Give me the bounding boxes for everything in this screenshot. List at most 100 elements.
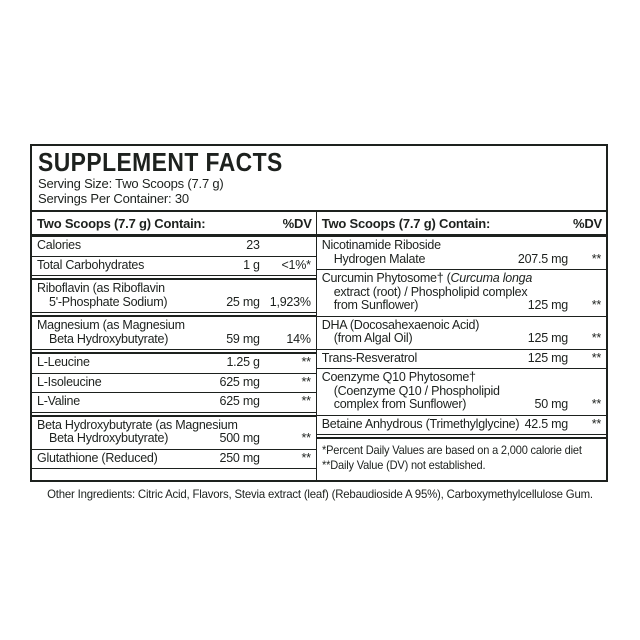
nutrient-name-line: from Sunflower): [333, 298, 419, 312]
row-divider: [32, 411, 316, 417]
nutrient-dv: **: [591, 416, 601, 431]
nutrient-amount: 1 g: [243, 257, 260, 272]
nutrient-name-line: Total Carbohydrates: [37, 257, 145, 272]
nutrient-name: Beta Hydroxybutyrate (as Magnesium Beta H…: [37, 417, 312, 446]
row-divider: [32, 275, 316, 280]
nutrient-name: Nicotinamide Riboside Hydrogen Malate: [321, 238, 602, 266]
dv-header-label: %DV: [572, 216, 602, 231]
row-divider: [316, 368, 606, 369]
right-column: Two Scoops (7.7 g) Contain: %DV Nicotina…: [316, 212, 606, 480]
nutrient-row: Nicotinamide Riboside Hydrogen Malate 207.…: [317, 237, 606, 269]
dv-header-label: %DV: [282, 216, 312, 231]
nutrient-amount: 1.25 g: [226, 355, 260, 369]
footnote-line: **Daily Value (DV) not established.: [321, 458, 486, 472]
column-header-rule: [32, 234, 316, 237]
nutrient-name: L-Leucine: [37, 355, 312, 370]
nutrient-name-italic-segment: Curcuma longa: [450, 271, 533, 285]
row-divider: [316, 315, 606, 317]
nutrient-amount: 125 mg: [527, 331, 568, 345]
nutrient-name: Glutathione (Reduced): [37, 450, 312, 466]
nutrient-dv: 14%: [286, 331, 311, 346]
nutrient-row: Glutathione (Reduced) 250 mg **: [32, 450, 316, 469]
row-divider: [32, 312, 316, 317]
column-header-rule: [316, 234, 606, 237]
panel-header: SUPPLEMENT FACTS Serving Size: Two Scoop…: [32, 146, 606, 206]
row-divider: [32, 255, 316, 257]
nutrient-dv: **: [301, 394, 311, 408]
nutrient-name-line: L-Valine: [37, 394, 80, 408]
nutrient-row: Betaine Anhydrous (Trimethylglycine) 42.5…: [317, 416, 606, 435]
nutrient-name-line: L-Isoleucine: [37, 374, 102, 389]
nutrient-name: Trans-Resveratrol: [321, 350, 602, 366]
nutrient-dv: **: [301, 374, 311, 389]
other-ingredients: Other Ingredients: Citric Acid, Flavors,…: [47, 487, 593, 501]
nutrient-row: Riboflavin (as Riboflavin 5'-Phosphate So…: [32, 280, 316, 312]
nutrient-name-line: Beta Hydroxybutyrate): [49, 331, 169, 346]
nutrient-amount: 250 mg: [219, 450, 260, 465]
nutrient-name-line: (Coenzyme Q10 / Phospholipid: [333, 383, 500, 398]
nutrient-name: Betaine Anhydrous (Trimethylglycine): [322, 417, 602, 432]
nutrient-name: L-Valine: [37, 394, 312, 409]
nutrient-dv: **: [301, 431, 311, 445]
nutrient-name-line: complex from Sunflower): [333, 397, 467, 411]
nutrient-name-line: 5'-Phosphate Sodium): [49, 294, 168, 309]
nutrient-amount: 125 mg: [527, 350, 568, 365]
nutrient-dv: **: [591, 298, 601, 312]
nutrient-dv: **: [301, 450, 311, 465]
nutrient-name-line: Hydrogen Malate: [333, 251, 426, 266]
nutrient-name: Curcumin Phytosome† (Curcuma longa extrac…: [321, 271, 602, 313]
nutrient-name-line: Magnesium (as Magnesium: [37, 318, 185, 332]
nutrient-name-line: extract (root) / Phospholipid complex: [333, 284, 528, 299]
nutrient-name-line: (from Algal Oil): [333, 331, 413, 345]
nutrient-amount: 207.5 mg: [517, 251, 568, 266]
nutrient-amount: 500 mg: [219, 431, 260, 445]
nutrient-row: Curcumin Phytosome† (Curcuma longa extrac…: [317, 270, 606, 316]
nutrient-amount: 625 mg: [219, 374, 260, 389]
nutrient-row: Total Carbohydrates 1 g <1%*: [32, 257, 316, 276]
nutrient-row: Trans-Resveratrol 125 mg **: [317, 350, 606, 369]
nutrient-row: DHA (Docosahexaenoic Acid) (from Algal Oi…: [317, 317, 606, 349]
row-divider: [32, 349, 316, 354]
nutrient-dv: <1%*: [281, 257, 311, 272]
nutrient-name: Magnesium (as Magnesium Beta Hydroxybutyr…: [37, 318, 312, 346]
nutrient-dv: **: [591, 350, 601, 365]
nutrient-dv: **: [591, 331, 601, 345]
nutrient-name-line: Glutathione (Reduced): [37, 450, 158, 465]
row-divider: [316, 414, 606, 416]
nutrient-name-line: Trans-Resveratrol: [321, 350, 418, 365]
nutrient-amount: 42.5 mg: [524, 416, 569, 431]
nutrient-name-line: DHA (Docosahexaenoic Acid): [321, 317, 480, 332]
left-column-header: Two Scoops (7.7 g) Contain: %DV: [32, 212, 316, 234]
row-divider: [316, 434, 606, 439]
nutrient-row: L-Isoleucine 625 mg **: [32, 374, 316, 393]
supplement-facts-panel: SUPPLEMENT FACTS Serving Size: Two Scoop…: [30, 144, 608, 482]
left-rows: Calories 23 Total Carbohydrates 1 g <1%* Ribo…: [32, 237, 316, 469]
nutrient-row: L-Leucine 1.25 g **: [32, 354, 316, 373]
nutrient-dv: **: [301, 355, 311, 369]
nutrient-row: Calories 23: [32, 237, 316, 256]
nutrient-name-line: Riboflavin (as Riboflavin: [37, 281, 165, 295]
row-divider: [32, 468, 316, 469]
nutrient-dv: **: [591, 397, 601, 411]
column-header-label: Two Scoops (7.7 g) Contain:: [37, 216, 206, 231]
nutrient-name: Coenzyme Q10 Phytosome† (Coenzyme Q10 / P…: [322, 370, 602, 412]
row-divider: [316, 269, 606, 270]
nutrient-amount: 59 mg: [226, 331, 260, 346]
nutrient-name-segment: Curcumin Phytosome† (: [321, 271, 451, 285]
nutrient-row: Magnesium (as Magnesium Beta Hydroxybutyr…: [32, 317, 316, 349]
panel-title: SUPPLEMENT FACTS: [38, 147, 283, 177]
nutrient-name: Riboflavin (as Riboflavin 5'-Phosphate So…: [37, 281, 312, 309]
column-header-label: Two Scoops (7.7 g) Contain:: [321, 216, 491, 231]
columns-area: Two Scoops (7.7 g) Contain: %DV Calories…: [32, 212, 606, 480]
left-column: Two Scoops (7.7 g) Contain: %DV Calories…: [32, 212, 317, 480]
nutrient-name-line: Nicotinamide Riboside: [321, 238, 441, 252]
footnotes: *Percent Daily Values are based on a 2,0…: [317, 439, 606, 473]
nutrient-name-line: Curcumin Phytosome† (Curcuma longa: [321, 271, 602, 286]
nutrient-name: Calories: [37, 238, 312, 253]
row-divider: [316, 348, 606, 350]
nutrient-dv: **: [591, 251, 601, 266]
right-column-header: Two Scoops (7.7 g) Contain: %DV: [317, 212, 606, 234]
nutrient-row: Coenzyme Q10 Phytosome† (Coenzyme Q10 / P…: [317, 369, 606, 415]
nutrient-name-line: Beta Hydroxybutyrate (as Magnesium: [37, 417, 238, 432]
